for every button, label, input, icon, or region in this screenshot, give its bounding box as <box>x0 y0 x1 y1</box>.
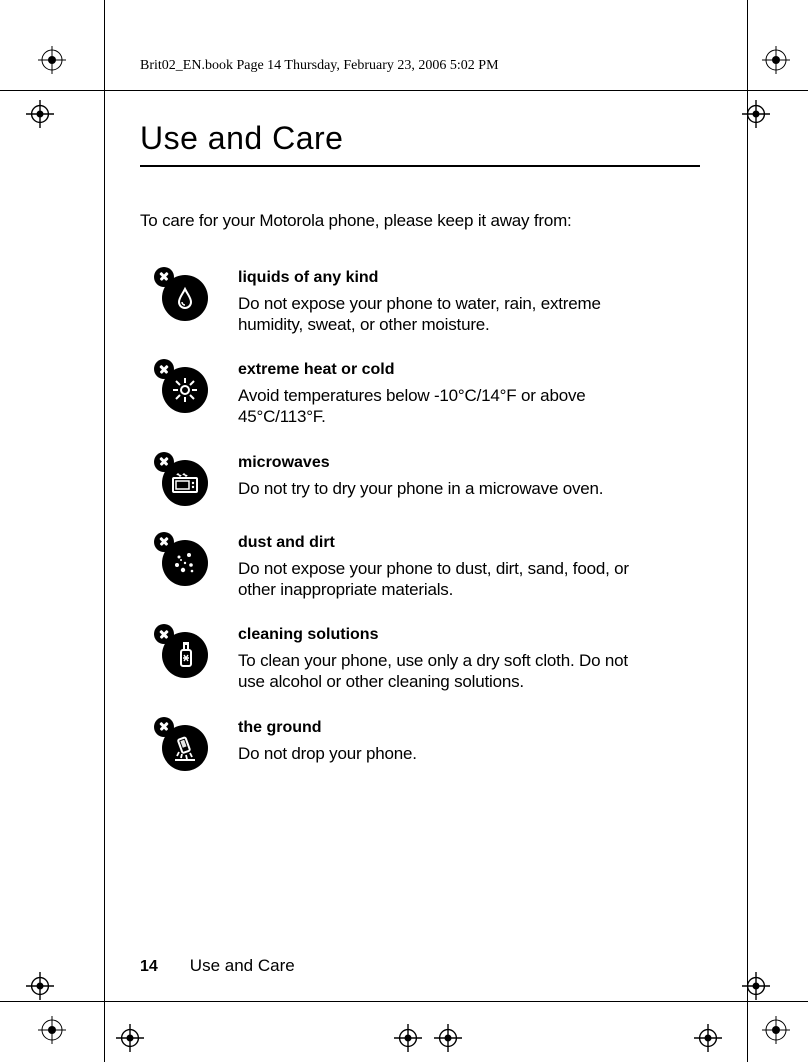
registration-mark-icon <box>38 46 66 74</box>
crop-line <box>747 0 748 1062</box>
title-underline <box>140 165 700 167</box>
intro-text: To care for your Motorola phone, please … <box>140 211 700 231</box>
item-heading: dust and dirt <box>238 534 700 552</box>
crop-line <box>0 1001 808 1002</box>
care-item: dust and dirt Do not expose your phone t… <box>154 532 700 601</box>
item-heading: liquids of any kind <box>238 269 700 287</box>
page-content: Use and Care To care for your Motorola p… <box>140 120 700 797</box>
page-footer: 14 Use and Care <box>140 956 295 976</box>
falling-phone-icon <box>154 717 210 773</box>
registration-mark-icon <box>38 1016 66 1044</box>
item-body: Do not drop your phone. <box>238 743 658 764</box>
page-number: 14 <box>140 958 158 976</box>
spray-bottle-icon <box>154 624 210 680</box>
item-body: To clean your phone, use only a dry soft… <box>238 650 658 693</box>
care-item: cleaning solutions To clean your phone, … <box>154 624 700 693</box>
page-title: Use and Care <box>140 120 700 157</box>
item-heading: cleaning solutions <box>238 626 700 644</box>
care-item: liquids of any kind Do not expose your p… <box>154 267 700 336</box>
crop-mark-icon <box>116 1024 136 1044</box>
footer-section-title: Use and Care <box>190 956 295 976</box>
crop-mark-icon <box>694 1024 714 1044</box>
care-item: extreme heat or cold Avoid temperatures … <box>154 359 700 428</box>
crop-mark-icon <box>742 100 762 120</box>
item-body: Avoid temperatures below -10°C/14°F or a… <box>238 385 658 428</box>
item-heading: the ground <box>238 719 700 737</box>
microwave-icon <box>154 452 210 508</box>
liquid-drop-icon <box>154 267 210 323</box>
crop-mark-icon <box>394 1024 414 1044</box>
crop-mark-icon <box>26 972 46 992</box>
item-body: Do not expose your phone to dust, dirt, … <box>238 558 658 601</box>
item-heading: extreme heat or cold <box>238 361 700 379</box>
crop-mark-icon <box>742 972 762 992</box>
care-item: the ground Do not drop your phone. <box>154 717 700 773</box>
crop-line <box>0 90 808 91</box>
registration-mark-icon <box>762 46 790 74</box>
item-body: Do not expose your phone to water, rain,… <box>238 293 658 336</box>
dust-particles-icon <box>154 532 210 588</box>
item-body: Do not try to dry your phone in a microw… <box>238 478 658 499</box>
care-item: microwaves Do not try to dry your phone … <box>154 452 700 508</box>
sun-burst-icon <box>154 359 210 415</box>
crop-line <box>104 0 105 1062</box>
crop-mark-icon <box>26 100 46 120</box>
item-heading: microwaves <box>238 454 700 472</box>
book-header: Brit02_EN.book Page 14 Thursday, Februar… <box>140 58 499 74</box>
crop-mark-icon <box>434 1024 454 1044</box>
registration-mark-icon <box>762 1016 790 1044</box>
